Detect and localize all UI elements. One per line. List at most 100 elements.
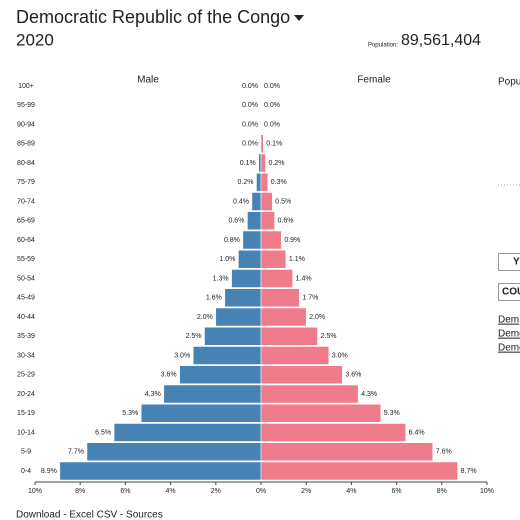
value-label: 0.9%: [284, 237, 300, 244]
value-label: 3.0%: [174, 352, 190, 359]
value-label: 0.0%: [242, 83, 258, 90]
age-label: 10-14: [17, 429, 35, 436]
value-label: 6.4%: [409, 429, 425, 436]
value-label: 7.6%: [436, 449, 452, 456]
year: 2020: [16, 30, 54, 49]
value-label: 0.0%: [264, 83, 280, 90]
male-bar: [238, 250, 262, 269]
value-label: 0.5%: [275, 198, 291, 205]
value-label: 0.3%: [271, 179, 287, 186]
male-bar: [113, 423, 262, 442]
female-bar: [260, 288, 300, 307]
age-label: 85-89: [17, 141, 35, 148]
link[interactable]: Dem: [498, 315, 519, 326]
male-bar: [251, 192, 262, 211]
age-label: 100+: [18, 83, 34, 90]
age-label: 35-39: [17, 333, 35, 340]
button-label[interactable]: COU: [502, 287, 520, 298]
value-label: 1.1%: [289, 256, 305, 263]
value-label: 8.9%: [41, 468, 57, 475]
age-label: 15-19: [17, 410, 35, 417]
female-bar: [260, 230, 282, 250]
button-label[interactable]: Y: [513, 257, 520, 268]
age-label: 60-64: [17, 237, 35, 244]
female-bar: [260, 192, 273, 211]
age-label: 55-59: [17, 256, 35, 263]
value-label: 0.6%: [278, 218, 294, 225]
male-bar: [256, 173, 262, 192]
age-label: 25-29: [17, 372, 35, 379]
button[interactable]: [498, 253, 520, 271]
female-bar: [260, 211, 275, 230]
female-bar: [260, 384, 359, 404]
x-tick-label: 0%: [256, 488, 266, 495]
x-tick-label: 6%: [120, 488, 130, 495]
age-label: 30-34: [17, 352, 35, 359]
age-label: 20-24: [17, 391, 35, 398]
x-tick-label: 8%: [437, 488, 447, 495]
age-label: 40-44: [17, 314, 35, 321]
footer[interactable]: Download - Excel CSV - Sources: [16, 510, 163, 520]
age-label: 70-74: [17, 198, 35, 205]
female-bar: [260, 134, 264, 153]
population: 89,561,404: [401, 32, 481, 49]
age-label: 75-79: [17, 179, 35, 186]
female-bar: [260, 153, 266, 173]
value-label: 7.7%: [68, 449, 84, 456]
value-label: 4.3%: [145, 391, 161, 398]
value-label: 8.7%: [461, 468, 477, 475]
value-label: 5.3%: [122, 410, 138, 417]
x-tick-label: 2%: [301, 488, 311, 495]
x-tick-label: 8%: [75, 488, 85, 495]
male-bar: [86, 442, 262, 461]
link[interactable]: Demo: [498, 343, 520, 354]
female-bar: [260, 404, 382, 423]
value-label: 3.0%: [332, 352, 348, 359]
value-label: 1.3%: [213, 275, 229, 282]
value-label: 2.5%: [321, 333, 337, 340]
male-bar: [192, 346, 262, 365]
value-label: 0.0%: [242, 102, 258, 109]
button[interactable]: [498, 283, 520, 301]
male-bar: [179, 365, 262, 384]
value-label: 3.6%: [345, 372, 361, 379]
female-label: Female: [357, 75, 391, 86]
female-bar: [260, 346, 330, 365]
link[interactable]: Demo: [498, 329, 520, 340]
age-label: 50-54: [17, 275, 35, 282]
female-bar: [260, 423, 406, 442]
female-bar: [260, 442, 434, 461]
dropdown-icon[interactable]: [294, 15, 304, 21]
x-tick-label: 4%: [346, 488, 356, 495]
x-tick-label: 4%: [166, 488, 176, 495]
value-label: 0.4%: [233, 198, 249, 205]
value-label: 0.8%: [224, 237, 240, 244]
title: Democratic Republic of the Congo: [16, 7, 290, 27]
value-label: 2.0%: [197, 314, 213, 321]
value-label: 0.0%: [264, 121, 280, 128]
value-label: 1.7%: [302, 295, 318, 302]
male-bar: [231, 269, 262, 288]
value-label: 0.6%: [228, 218, 244, 225]
value-label: 2.5%: [186, 333, 202, 340]
male-bar: [59, 461, 262, 481]
value-label: 0.1%: [240, 160, 256, 167]
male-bar: [242, 230, 262, 250]
value-label: 5.3%: [384, 410, 400, 417]
value-label: 4.3%: [361, 391, 377, 398]
value-label: 1.4%: [296, 275, 312, 282]
male-bar: [140, 404, 262, 423]
value-label: 1.6%: [206, 295, 222, 302]
value-label: 0.0%: [242, 121, 258, 128]
x-tick-label: 6%: [392, 488, 402, 495]
value-label: 2.0%: [309, 314, 325, 321]
x-tick-label: 10%: [480, 488, 494, 495]
male-label: Male: [137, 75, 159, 86]
age-label: 80-84: [17, 160, 35, 167]
side-heading: Popu: [498, 77, 520, 88]
female-bar: [260, 173, 269, 192]
value-label: 0.0%: [264, 102, 280, 109]
age-label: 5-9: [21, 449, 31, 456]
population-label: Population:: [368, 43, 398, 49]
